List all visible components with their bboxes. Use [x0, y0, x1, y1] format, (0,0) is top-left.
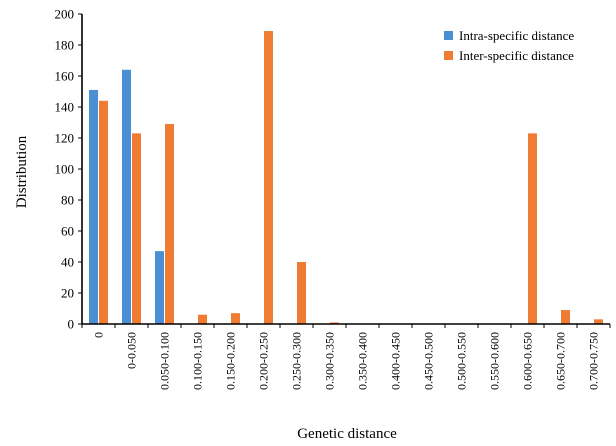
x-tick-label: 0-0.050: [125, 332, 139, 369]
y-tick-label: 160: [55, 69, 75, 84]
x-tick-label: 0.700-0.750: [587, 332, 601, 390]
bar-inter-4: [231, 313, 240, 324]
x-tick-label: 0.100-0.150: [191, 332, 205, 390]
x-tick-label: 0.500-0.550: [455, 332, 469, 390]
y-tick-label: 180: [55, 38, 75, 53]
y-tick-label: 200: [55, 7, 75, 22]
y-tick-label: 120: [55, 131, 75, 146]
x-tick-label: 0.650-0.700: [554, 332, 568, 390]
x-tick-label: 0.450-0.500: [422, 332, 436, 390]
x-tick-label: 0.600-0.650: [521, 332, 535, 390]
bar-inter-15: [594, 319, 603, 324]
x-tick-label: 0.400-0.450: [389, 332, 403, 390]
bar-inter-2: [165, 124, 174, 324]
y-tick-label: 80: [61, 193, 74, 208]
y-tick-label: 100: [55, 162, 75, 177]
bar-inter-3: [198, 314, 207, 324]
bar-intra-2: [155, 251, 164, 324]
y-tick-label: 140: [55, 100, 75, 115]
x-tick-label: 0.050-0.100: [158, 332, 172, 390]
bar-intra-0: [89, 89, 98, 324]
bars-group: [89, 31, 603, 325]
x-tick-label: 0.300-0.350: [323, 332, 337, 390]
y-axis-title: Distribution: [14, 135, 30, 208]
x-tick-label: 0.350-0.400: [356, 332, 370, 390]
legend-swatch-inter: [444, 51, 453, 60]
y-tick-label: 20: [61, 286, 74, 301]
y-tick-label: 60: [61, 224, 74, 239]
axes-group: [78, 13, 611, 328]
y-tick-labels: 0 20 40 60 80 100 120 140 160 180 200: [55, 7, 75, 332]
legend-label-inter: Inter-specific distance: [459, 48, 574, 63]
x-tick-label: 0.250-0.300: [290, 332, 304, 390]
bar-inter-0: [99, 100, 108, 324]
legend-swatch-intra: [444, 31, 453, 40]
x-tick-label: 0.550-0.600: [488, 332, 502, 390]
bar-intra-1: [122, 69, 131, 324]
x-axis-title: Genetic distance: [297, 426, 397, 442]
x-tick-label: 0: [92, 332, 106, 338]
x-tick-labels: 0 0-0.050 0.050-0.100 0.100-0.150 0.150-0.20…: [92, 332, 601, 390]
x-tick-label: 0.150-0.200: [224, 332, 238, 390]
legend-label-intra: Intra-specific distance: [459, 28, 574, 43]
bar-inter-13: [528, 133, 537, 324]
x-tick-label: 0.200-0.250: [257, 332, 271, 390]
y-tick-label: 0: [68, 317, 75, 332]
bar-inter-14: [561, 310, 570, 324]
bar-inter-6: [297, 262, 306, 324]
legend: Intra-specific distance Inter-specific di…: [444, 28, 574, 63]
bar-inter-1: [132, 133, 141, 324]
y-tick-label: 40: [61, 255, 74, 270]
bar-inter-5: [264, 31, 273, 325]
